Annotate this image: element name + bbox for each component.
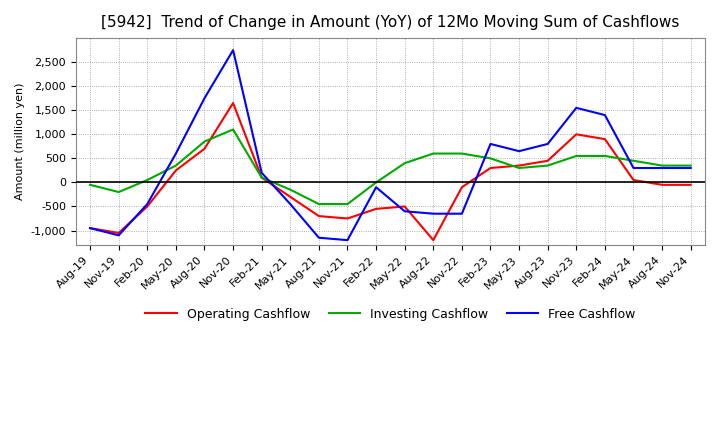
Free Cashflow (629, 165, 638, 171)
Operating Cashflow (572, 132, 580, 137)
Operating Cashflow (286, 194, 294, 199)
Operating Cashflow (171, 168, 180, 173)
Operating Cashflow (143, 204, 152, 209)
Investing Cashflow (486, 156, 495, 161)
Free Cashflow (143, 202, 152, 207)
Investing Cashflow (515, 165, 523, 171)
Investing Cashflow (229, 127, 238, 132)
Operating Cashflow (486, 165, 495, 171)
Y-axis label: Amount (million yen): Amount (million yen) (15, 83, 25, 200)
Free Cashflow (515, 149, 523, 154)
Operating Cashflow (400, 204, 409, 209)
Operating Cashflow (372, 206, 380, 212)
Operating Cashflow (315, 213, 323, 219)
Free Cashflow (686, 165, 695, 171)
Investing Cashflow (257, 175, 266, 180)
Operating Cashflow (515, 163, 523, 168)
Operating Cashflow (658, 182, 667, 187)
Operating Cashflow (544, 158, 552, 163)
Operating Cashflow (200, 146, 209, 151)
Operating Cashflow (629, 177, 638, 183)
Free Cashflow (600, 113, 609, 118)
Free Cashflow (114, 233, 123, 238)
Free Cashflow (257, 170, 266, 176)
Free Cashflow (343, 238, 352, 243)
Legend: Operating Cashflow, Investing Cashflow, Free Cashflow: Operating Cashflow, Investing Cashflow, … (140, 303, 641, 326)
Line: Investing Cashflow: Investing Cashflow (90, 129, 690, 204)
Investing Cashflow (315, 202, 323, 207)
Investing Cashflow (114, 189, 123, 194)
Investing Cashflow (658, 163, 667, 168)
Investing Cashflow (86, 182, 94, 187)
Free Cashflow (171, 151, 180, 156)
Free Cashflow (86, 225, 94, 231)
Free Cashflow (658, 165, 667, 171)
Free Cashflow (544, 141, 552, 147)
Line: Operating Cashflow: Operating Cashflow (90, 103, 690, 240)
Operating Cashflow (86, 225, 94, 231)
Free Cashflow (372, 185, 380, 190)
Free Cashflow (458, 211, 467, 216)
Investing Cashflow (200, 139, 209, 144)
Operating Cashflow (686, 182, 695, 187)
Investing Cashflow (458, 151, 467, 156)
Title: [5942]  Trend of Change in Amount (YoY) of 12Mo Moving Sum of Cashflows: [5942] Trend of Change in Amount (YoY) o… (102, 15, 680, 30)
Free Cashflow (572, 105, 580, 110)
Investing Cashflow (600, 153, 609, 158)
Operating Cashflow (257, 175, 266, 180)
Investing Cashflow (286, 187, 294, 192)
Investing Cashflow (143, 177, 152, 183)
Operating Cashflow (429, 238, 438, 243)
Investing Cashflow (629, 158, 638, 163)
Investing Cashflow (572, 153, 580, 158)
Operating Cashflow (600, 136, 609, 142)
Investing Cashflow (686, 163, 695, 168)
Free Cashflow (229, 48, 238, 53)
Free Cashflow (286, 202, 294, 207)
Operating Cashflow (458, 185, 467, 190)
Investing Cashflow (343, 202, 352, 207)
Operating Cashflow (114, 230, 123, 235)
Line: Free Cashflow: Free Cashflow (90, 50, 690, 240)
Free Cashflow (200, 95, 209, 101)
Free Cashflow (429, 211, 438, 216)
Operating Cashflow (343, 216, 352, 221)
Free Cashflow (315, 235, 323, 240)
Investing Cashflow (429, 151, 438, 156)
Investing Cashflow (544, 163, 552, 168)
Free Cashflow (486, 141, 495, 147)
Investing Cashflow (400, 161, 409, 166)
Operating Cashflow (229, 100, 238, 106)
Investing Cashflow (171, 163, 180, 168)
Free Cashflow (400, 209, 409, 214)
Investing Cashflow (372, 180, 380, 185)
